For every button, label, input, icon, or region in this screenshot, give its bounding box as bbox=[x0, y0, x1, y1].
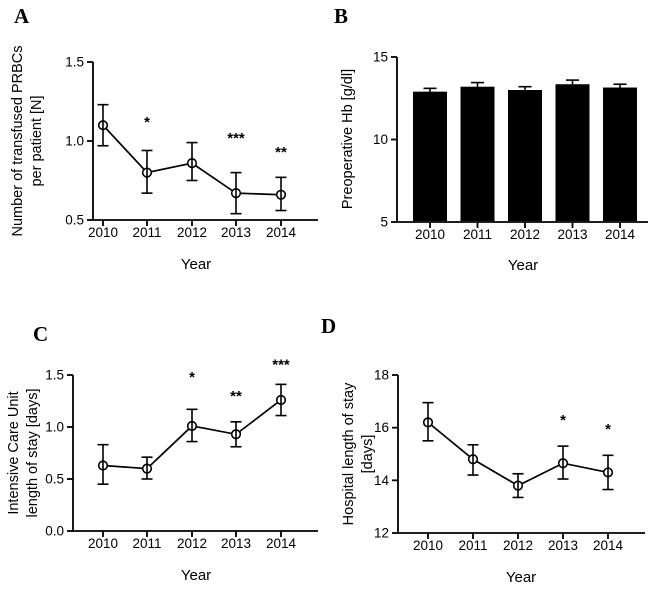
x-tick-label: 2014 bbox=[266, 225, 297, 240]
y-axis-label: Number of transfused PRBCs bbox=[10, 46, 26, 237]
x-tick-label: 2013 bbox=[557, 227, 587, 242]
x-tick-label: 2014 bbox=[266, 536, 297, 551]
y-tick-label: 5 bbox=[380, 215, 388, 230]
panel-letter-a: A bbox=[14, 4, 30, 28]
significance-label: *** bbox=[272, 357, 290, 374]
y-axis-label: length of stay [days] bbox=[25, 389, 41, 518]
y-tick-label: 1.5 bbox=[45, 368, 64, 383]
y-tick-label: 15 bbox=[373, 50, 388, 65]
bar bbox=[555, 84, 590, 222]
y-tick-label: 0.5 bbox=[65, 213, 84, 228]
y-axis-label: [days] bbox=[360, 435, 376, 474]
x-axis-label: Year bbox=[506, 569, 536, 586]
y-axis-label: Hospital length of stay bbox=[341, 382, 357, 525]
x-tick-label: 2014 bbox=[593, 538, 624, 553]
bar bbox=[508, 90, 542, 222]
panel-b: 15 10 5 2010 2011 2012 2013 2014 Preoperative Hb… bbox=[340, 50, 648, 274]
x-tick-label: 2013 bbox=[221, 536, 251, 551]
y-tick-label: 10 bbox=[373, 132, 388, 147]
bar bbox=[460, 86, 495, 222]
y-tick-label: 14 bbox=[374, 473, 390, 488]
y-tick-label: 12 bbox=[374, 526, 389, 541]
axis-frame bbox=[397, 375, 645, 534]
x-tick-label: 2012 bbox=[503, 538, 533, 553]
significance-label: ** bbox=[275, 144, 287, 161]
y-axis-label: Preoperative Hb [g/dl] bbox=[340, 69, 356, 209]
x-axis-label: Year bbox=[181, 256, 211, 273]
y-tick-label: 1.0 bbox=[45, 420, 64, 435]
panel-c: 1.5 1.0 0.5 0.0 2010 2011 2012 2013 2014 Intensiv… bbox=[6, 357, 318, 584]
x-tick-label: 2011 bbox=[132, 536, 161, 551]
bar bbox=[413, 91, 447, 222]
x-tick-label: 2013 bbox=[221, 225, 251, 240]
panel-letter-c: C bbox=[33, 322, 49, 346]
significance-label: *** bbox=[227, 130, 245, 147]
x-tick-label: 2011 bbox=[463, 227, 492, 242]
panel-letter-d: D bbox=[321, 314, 337, 338]
y-tick-label: 0.5 bbox=[45, 472, 64, 487]
significance-label: * bbox=[560, 412, 566, 429]
significance-label: ** bbox=[230, 388, 242, 405]
x-tick-label: 2014 bbox=[605, 227, 636, 242]
panel-d: 18 16 14 12 2010 2011 2012 2013 2014 Hospital len… bbox=[341, 368, 645, 586]
x-tick-label: 2013 bbox=[548, 538, 578, 553]
y-axis-label: Intensive Care Unit bbox=[6, 391, 22, 514]
x-axis-label: Year bbox=[181, 567, 211, 584]
x-tick-label: 2011 bbox=[132, 225, 161, 240]
x-tick-label: 2012 bbox=[177, 536, 207, 551]
y-tick-label: 1.5 bbox=[65, 55, 84, 70]
panel-letter-b: B bbox=[334, 4, 349, 28]
y-tick-label: 0.0 bbox=[45, 524, 64, 539]
y-tick-label: 1.0 bbox=[65, 134, 84, 149]
x-tick-label: 2012 bbox=[510, 227, 540, 242]
y-tick-label: 18 bbox=[374, 368, 389, 383]
y-tick-label: 16 bbox=[374, 420, 389, 435]
x-tick-label: 2010 bbox=[415, 227, 445, 242]
bar bbox=[603, 87, 637, 222]
y-axis-label: per patient [N] bbox=[29, 95, 45, 186]
x-tick-label: 2012 bbox=[177, 225, 207, 240]
x-tick-label: 2010 bbox=[88, 536, 118, 551]
significance-label: * bbox=[144, 114, 150, 131]
x-tick-label: 2011 bbox=[458, 538, 487, 553]
significance-label: * bbox=[189, 369, 195, 386]
significance-label: * bbox=[605, 421, 611, 438]
x-tick-label: 2010 bbox=[413, 538, 443, 553]
x-axis-label: Year bbox=[508, 257, 538, 274]
x-tick-label: 2010 bbox=[88, 225, 118, 240]
panel-a: 1.5 1.0 0.5 2010 2011 2012 2013 2014 Number of t… bbox=[10, 46, 318, 273]
